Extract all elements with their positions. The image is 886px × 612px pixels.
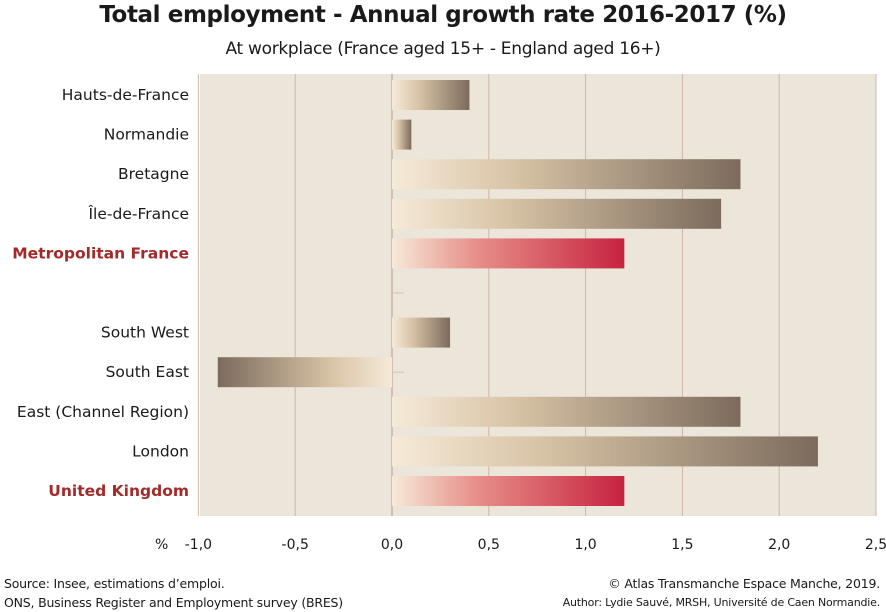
bar-metropolitan-france [392, 238, 625, 269]
category-label-hauts-de-france: Hauts-de-France [62, 86, 189, 104]
x-tick-labels: -1,0 -0,5 0,0 0,5 1,0 1,5 2,0 2,5 [185, 537, 886, 553]
bar-east-channel-region [392, 396, 741, 427]
category-label-ile-de-france: Île-de-France [87, 204, 189, 223]
bar-bretagne [392, 159, 741, 190]
bar-south-east [217, 357, 392, 388]
chart-subtitle: At workplace (France aged 15+ - England … [225, 39, 661, 59]
bar-ile-de-france [392, 198, 722, 229]
bar-united-kingdom [392, 476, 625, 506]
category-label-united-kingdom: United Kingdom [48, 482, 189, 500]
source-line-1: Source: Insee, estimations d’emploi. [4, 576, 225, 591]
x-tick-label: 0,5 [478, 537, 500, 553]
x-axis-unit-label: % [155, 537, 168, 553]
bar-south-west [392, 317, 451, 348]
category-label-london: London [132, 442, 189, 460]
category-label-bretagne: Bretagne [118, 165, 189, 183]
bars-group [217, 80, 818, 506]
source-line-2: ONS, Business Register and Employment su… [4, 595, 343, 610]
bar-chart: Hauts-de-France Normandie Bretagne Île-de-F… [12, 74, 886, 553]
category-label-south-west: South West [101, 324, 189, 342]
x-tick-label: -1,0 [185, 537, 212, 553]
x-tick-label: 1,0 [574, 537, 596, 553]
x-tick-label: -0,5 [282, 537, 309, 553]
source-note: Source: Insee, estimations d’emploi. ONS… [4, 574, 343, 612]
x-tick-label: 2,5 [865, 537, 886, 553]
category-label-south-east: South East [106, 363, 189, 381]
category-label-metropolitan-france: Metropolitan France [12, 244, 189, 262]
category-label-east-channel-region: East (Channel Region) [17, 403, 189, 421]
x-tick-label: 0,0 [381, 537, 403, 553]
bar-normandie [392, 119, 412, 150]
credit-note: © Atlas Transmanche Espace Manche, 2019.… [563, 574, 880, 612]
category-labels: Hauts-de-France Normandie Bretagne Île-de-F… [12, 86, 189, 500]
category-label-normandie: Normandie [104, 126, 189, 144]
credit-line-2: Author: Lydie Sauvé, MRSH, Université de… [562, 596, 880, 609]
x-tick-label: 1,5 [671, 537, 693, 553]
bar-hauts-de-france [392, 80, 470, 110]
chart-title: Total employment - Annual growth rate 20… [99, 2, 787, 28]
x-tick-label: 2,0 [768, 537, 790, 553]
credit-line-1: © Atlas Transmanche Espace Manche, 2019. [608, 576, 880, 591]
bar-london [392, 436, 818, 467]
